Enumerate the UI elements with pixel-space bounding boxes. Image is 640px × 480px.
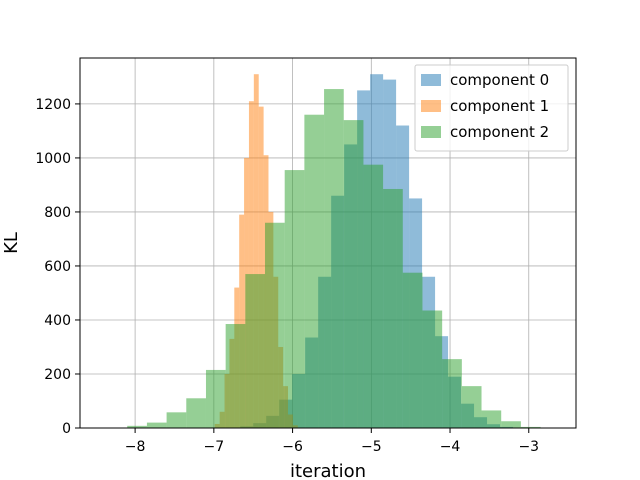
bar-series-1-bin-10 — [258, 106, 264, 429]
bar-series-2-bin-11 — [343, 120, 364, 428]
bar-series-1-bin-9 — [253, 74, 259, 428]
bar-series-2-bin-0 — [127, 425, 147, 428]
x-tick-label-1: −7 — [204, 439, 225, 455]
legend-label-2: component 2 — [450, 123, 549, 141]
bar-series-2-bin-16 — [442, 359, 462, 428]
bar-series-2-bin-4 — [205, 369, 226, 428]
bar-series-2-bin-19 — [501, 421, 521, 428]
x-axis-ticks: −8 −7 −6 −5 −4 −3 — [125, 428, 539, 455]
x-tick-label-5: −3 — [518, 439, 539, 455]
legend-swatch-1 — [421, 100, 441, 112]
bar-series-2-bin-17 — [461, 386, 482, 428]
bar-series-1-bin-6 — [239, 214, 245, 428]
x-tick-label-4: −4 — [440, 439, 461, 455]
bar-series-2-bin-3 — [186, 398, 206, 428]
bar-series-2-bin-8 — [284, 170, 305, 428]
axes-frame — [79, 57, 577, 429]
legend-swatch-0 — [421, 74, 441, 86]
bar-series-2-bin-10 — [324, 89, 344, 428]
x-tick-label-2: −6 — [282, 439, 303, 455]
x-tick-label-3: −5 — [361, 439, 382, 455]
legend-label-0: component 0 — [450, 71, 549, 89]
y-tick-label-3: 600 — [44, 259, 71, 275]
bar-series-2-bin-20 — [520, 426, 541, 428]
legend: component 0 component 1 component 2 — [414, 64, 569, 152]
bar-series-2-bin-15 — [422, 310, 443, 428]
y-tick-label-1: 200 — [44, 367, 71, 383]
bar-series-2-bin-1 — [146, 422, 167, 428]
x-tick-label-0: −8 — [125, 439, 146, 455]
legend-box — [414, 64, 569, 152]
y-tick-label-4: 800 — [44, 205, 71, 221]
y-tick-label-6: 1200 — [35, 97, 71, 113]
bar-series-2-bin-2 — [166, 412, 187, 428]
bar-series-2-bin-12 — [363, 164, 384, 428]
bar-series-2-bin-9 — [304, 114, 325, 428]
legend-label-1: component 1 — [450, 97, 549, 115]
y-tick-label-5: 1000 — [35, 151, 71, 167]
bar-series-2-bin-5 — [225, 324, 246, 428]
y-tick-label-2: 400 — [44, 313, 71, 329]
y-tick-label-0: 0 — [62, 421, 71, 437]
legend-swatch-2 — [421, 126, 441, 138]
bar-series-2-bin-13 — [383, 188, 403, 428]
bar-series-2-bin-18 — [481, 410, 502, 428]
bars — [127, 74, 541, 429]
bar-series-2-bin-14 — [402, 272, 423, 428]
y-axis-ticks: 0 200 400 600 800 1000 1200 — [35, 97, 80, 437]
bar-series-2-bin-6 — [245, 274, 266, 428]
bar-series-2-bin-7 — [265, 222, 285, 428]
series-2 — [127, 89, 541, 428]
bar-series-1-bin-8 — [248, 101, 254, 429]
y-axis-label: KL — [1, 232, 22, 254]
x-axis-label: iteration — [290, 461, 366, 480]
